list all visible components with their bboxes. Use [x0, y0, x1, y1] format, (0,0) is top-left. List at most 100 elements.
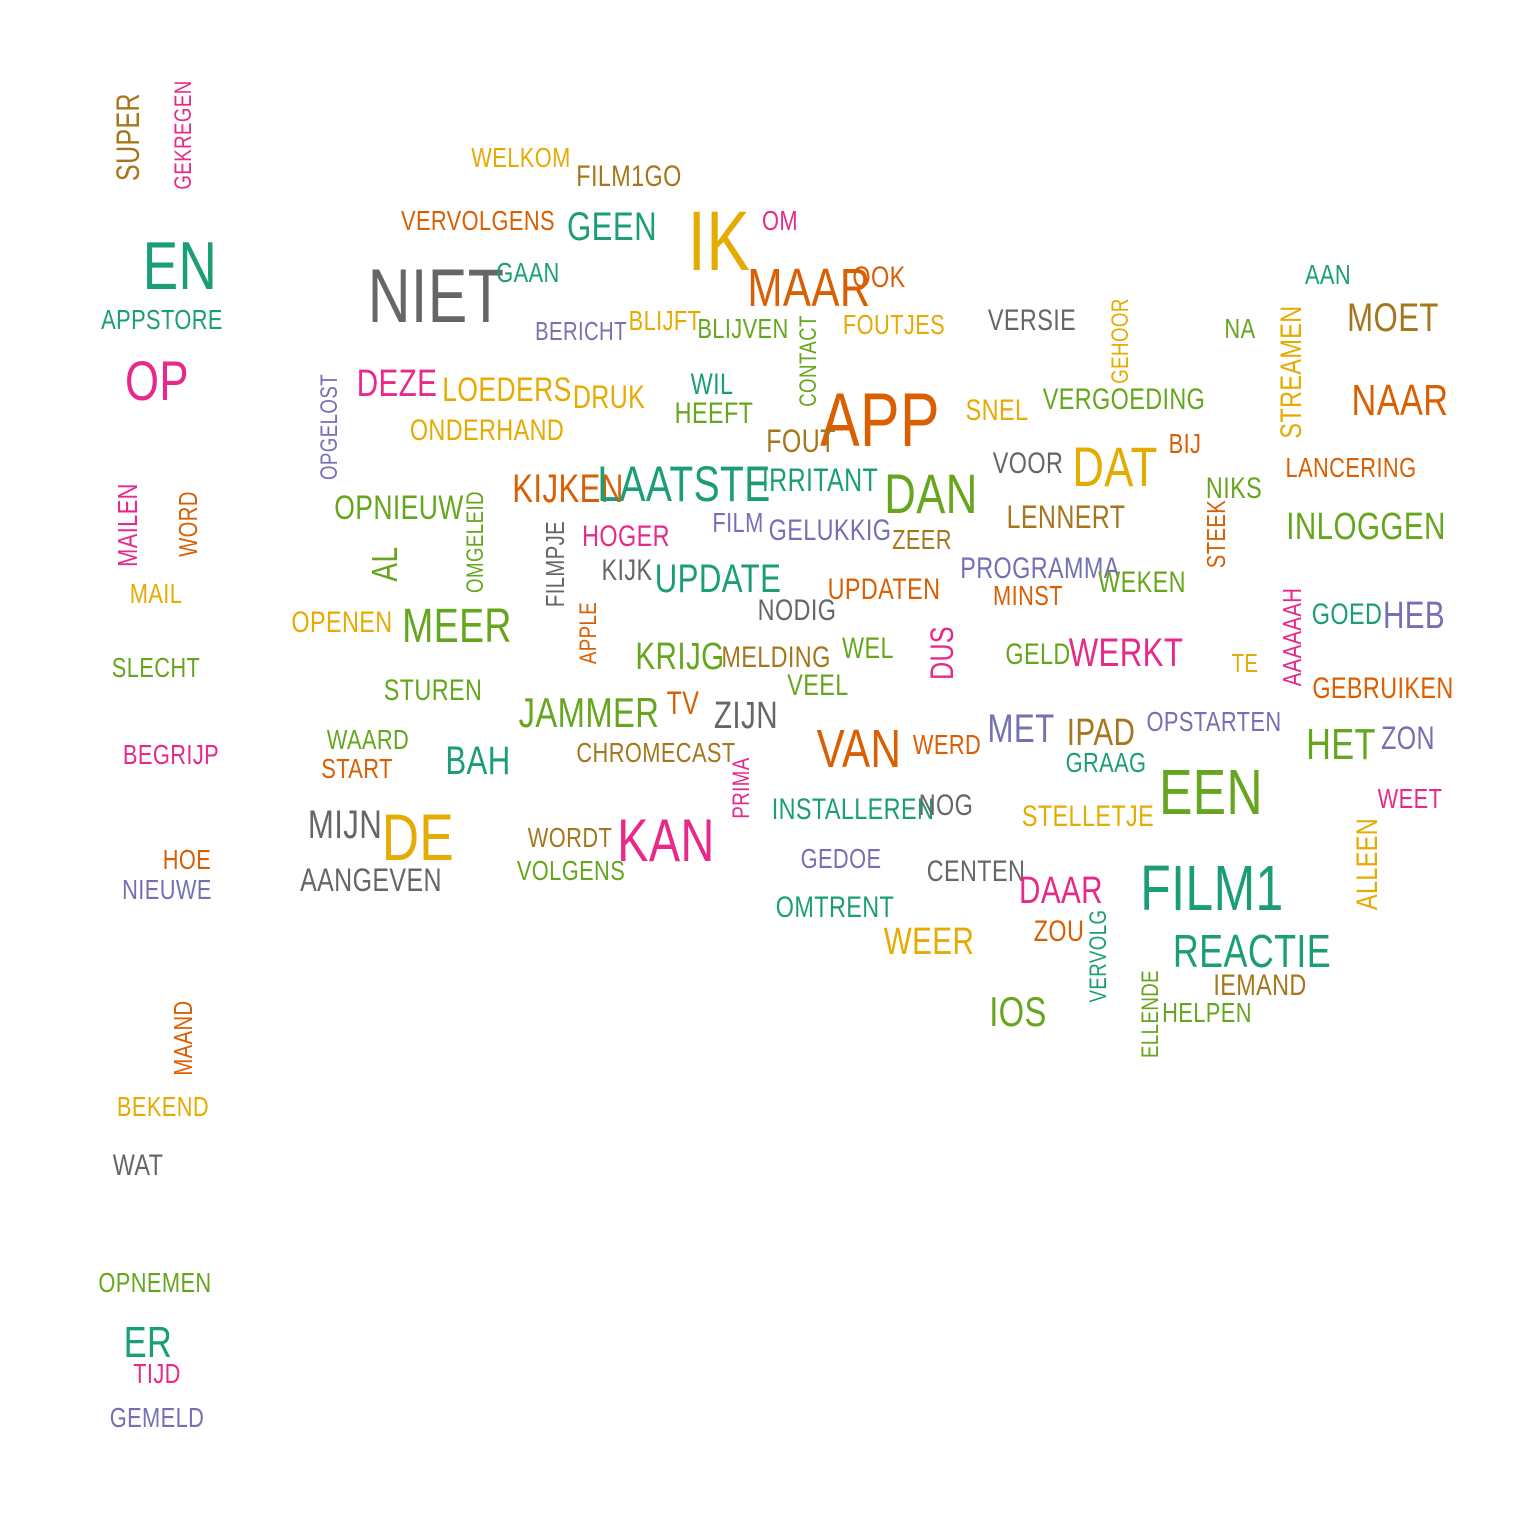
- word-film1: FILM1: [1140, 852, 1284, 924]
- word-centen: CENTEN: [926, 855, 1026, 888]
- word-installeren: INSTALLEREN: [771, 793, 935, 826]
- word-wordt: WORDT: [527, 822, 613, 853]
- word-zou: ZOU: [1033, 915, 1085, 948]
- word-gedoe: GEDOE: [800, 843, 882, 874]
- word-volgens: Volgens: [516, 855, 626, 886]
- word-gebruiken: GEBRUIKEN: [1312, 672, 1454, 705]
- word-welkom: WELKOM: [471, 142, 571, 173]
- word-en: EN: [142, 228, 218, 304]
- word-mailen: MAILEN: [112, 483, 143, 567]
- word-gelukkig: GELUKKIG: [768, 514, 892, 547]
- word-film1go: FILM1GO: [576, 160, 682, 193]
- word-opnemen: OPNEMEN: [98, 1267, 212, 1298]
- word-gehoor: GEHOOR: [1107, 298, 1134, 384]
- word-er: ER: [123, 1318, 173, 1367]
- word-aangeven: AANGEVEN: [300, 862, 442, 898]
- word-update: UPDATE: [654, 557, 782, 601]
- word-steek: STEEK: [1201, 499, 1231, 569]
- word-film: FILM: [712, 507, 764, 538]
- word-onderhand: ONDERHAND: [409, 414, 565, 447]
- word-opgelost: OPGELOST: [316, 373, 343, 481]
- word-reactie: REACTIE: [1172, 925, 1332, 977]
- word-foutjes: FOUTJES: [842, 309, 946, 340]
- word-krijg: KRIJG: [635, 636, 725, 678]
- word-appstore: Appstore: [101, 304, 223, 335]
- word-heb: HEB: [1382, 595, 1446, 637]
- word-snel: SNEL: [965, 394, 1029, 427]
- word-niet: NIET: [367, 254, 505, 339]
- word-na: NA: [1224, 313, 1256, 344]
- word-super: SUPER: [110, 93, 146, 181]
- word-word: WORD: [173, 491, 203, 557]
- word-minst: MINST: [993, 580, 1063, 611]
- word-laatste: LAATSTE: [597, 456, 771, 512]
- word-waard: WAARD: [326, 724, 410, 755]
- word-bekend: BEKEND: [116, 1091, 210, 1122]
- word-wel: WEL: [842, 632, 894, 665]
- word-te: TE: [1231, 648, 1259, 678]
- word-streamen: STREAMEN: [1275, 305, 1308, 439]
- word-de: DE: [381, 800, 455, 874]
- word-begrijp: BEGRIJP: [122, 739, 220, 770]
- word-hoger: HOGER: [582, 520, 670, 553]
- word-aan: AAN: [1304, 259, 1352, 290]
- word-deze: DEZE: [356, 363, 438, 405]
- word-omgeleid: OMGELEID: [462, 491, 489, 593]
- word-dat: DAT: [1072, 435, 1158, 498]
- word-sturen: STUREN: [383, 674, 483, 707]
- word-lennert: LENNERT: [1006, 499, 1126, 535]
- word-van: VAN: [816, 719, 902, 779]
- word-weer: WEER: [883, 921, 975, 963]
- word-helpen: HELPEN: [1162, 997, 1252, 1028]
- word-wat: Wat: [112, 1149, 164, 1182]
- word-kan: KAN: [617, 807, 715, 874]
- word-dan: DAN: [884, 462, 978, 525]
- word-druk: DRUK: [572, 379, 646, 415]
- word-geld: GELD: [1005, 638, 1071, 671]
- word-wil: Wil: [690, 368, 734, 401]
- word-iemand: IEMAND: [1213, 969, 1307, 1002]
- word-programma: PROGRAMMA: [960, 552, 1120, 585]
- word-apple: APPLE: [575, 601, 602, 665]
- word-omtrent: OMTRENT: [775, 891, 895, 924]
- word-aaaaaah: AAAAAAH: [1277, 587, 1307, 687]
- word-maand: MAAND: [168, 1000, 198, 1076]
- word-zon: ZON: [1381, 720, 1435, 756]
- word-versie: VERSIE: [987, 304, 1077, 337]
- word-fout: FOUT: [766, 423, 836, 459]
- word-loeders: LOEDERS: [442, 371, 572, 409]
- word-zeer: ZEER: [892, 524, 952, 555]
- word-moet: MOET: [1347, 296, 1439, 340]
- word-start: START: [321, 753, 393, 784]
- word-hoe: HOE: [162, 844, 212, 875]
- word-updaten: UPDATEN: [827, 573, 941, 606]
- word-vervolg: VERVOLG: [1085, 909, 1112, 1003]
- word-chromecast: CHROMECAST: [576, 737, 736, 768]
- word-ipad: IPAD: [1066, 712, 1136, 754]
- word-melding: MELDING: [721, 641, 831, 674]
- word-blijven: BLIJVEN: [697, 313, 789, 344]
- word-gemeld: GEMELD: [109, 1402, 205, 1433]
- word-ios: IOS: [989, 988, 1047, 1035]
- word-werd: WERD: [912, 729, 982, 760]
- word-ook: OOK: [852, 261, 906, 294]
- word-heeft: HEEFT: [674, 397, 754, 430]
- word-ik: IK: [687, 194, 751, 288]
- word-om: OM: [762, 205, 798, 236]
- word-zijn: ZIJN: [713, 695, 779, 737]
- word-alleen: ALLEEN: [1351, 817, 1384, 911]
- word-irritant: Irritant: [761, 462, 879, 498]
- word-goed: GOED: [1311, 598, 1383, 631]
- word-ellende: ELLENDE: [1137, 969, 1164, 1059]
- word-app: APP: [820, 378, 940, 463]
- word-daar: DAAR: [1019, 870, 1103, 912]
- word-stelletje: STELLETJE: [1021, 800, 1155, 833]
- word-niks: NIKS: [1205, 472, 1263, 505]
- word-al: AL: [364, 546, 405, 582]
- word-op: OP: [125, 349, 189, 412]
- word-mail: MAIL: [129, 578, 183, 609]
- word-jammer: JAMMER: [518, 689, 660, 736]
- word-vergoeding: VERGOEDING: [1042, 383, 1206, 416]
- word-nodig: NODIG: [757, 594, 837, 627]
